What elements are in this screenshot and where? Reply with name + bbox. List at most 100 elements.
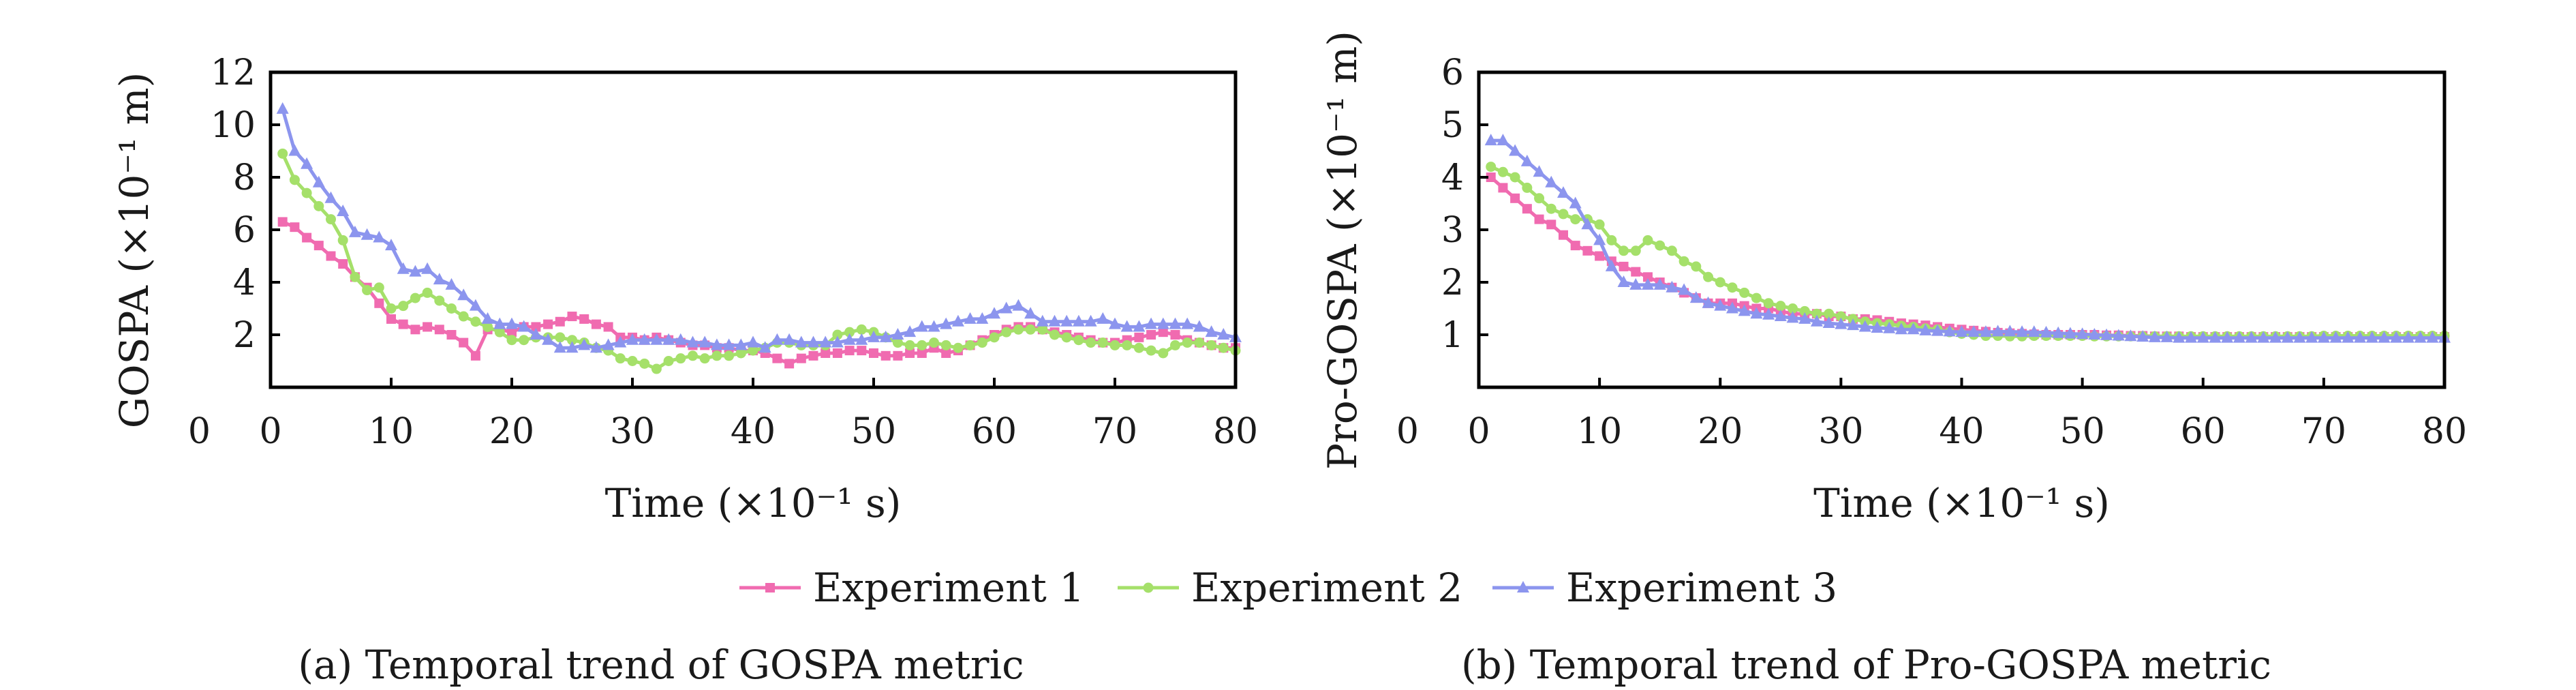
legend-marker-experiment-1 [765, 583, 775, 592]
pro-gospa-x-tick-label: 10 [1577, 411, 1622, 452]
gospa-series-3-point [433, 273, 446, 285]
pro-gospa-y-tick-label: 5 [1441, 105, 1464, 146]
pro-gospa-series-1-point [1510, 193, 1520, 203]
gospa-series-1-point [507, 327, 517, 338]
gospa-series-3-point [1024, 307, 1037, 319]
pro-gospa-series-1-point [1486, 172, 1496, 182]
pro-gospa-x-tick-label: 70 [2301, 411, 2346, 452]
pro-gospa-series-3-point [2173, 331, 2186, 343]
gospa-y-axis-label: GOSPA (×10⁻¹ m) [111, 72, 157, 429]
gospa-series-3-point [940, 317, 953, 329]
pro-gospa-series-3-point [1931, 324, 1944, 336]
gospa-series-3-point [1217, 328, 1230, 340]
gospa-series-2-point [482, 321, 493, 332]
legend: Experiment 1 Experiment 2 Experiment 3 [739, 565, 1837, 611]
gospa-series-2-point [277, 148, 288, 159]
gospa-series-2-point [1133, 342, 1144, 353]
gospa-series-2-point [856, 324, 867, 335]
pro-gospa-series-3-point [1726, 301, 1738, 314]
gospa-series-1-point [1146, 330, 1156, 340]
gospa-series-2-point [1013, 324, 1024, 335]
gospa-series-1-point [459, 338, 469, 348]
pro-gospa-series-3-point [2402, 331, 2414, 343]
legend-marker-experiment-3 [1517, 581, 1529, 592]
legend-marker-experiment-2 [1143, 582, 1154, 593]
gospa-series-3-point [1072, 314, 1085, 327]
gospa-series-2-point [326, 214, 336, 225]
gospa-x-tick-label: 60 [972, 411, 1017, 452]
gospa-series-3-point [964, 312, 977, 324]
pro-gospa-series-3-point [2390, 331, 2403, 343]
pro-gospa-series-2-point [1739, 287, 1750, 298]
gospa-x-tick-label: 50 [851, 411, 896, 452]
gospa-series-3-point [348, 225, 361, 237]
gospa-series-3-point [771, 333, 784, 345]
pro-gospa-series-1-point [1582, 245, 1593, 256]
pro-gospa-series-3-point [1822, 316, 1835, 329]
gospa-series-3-point [337, 205, 350, 217]
pro-gospa-series-2-point [1715, 277, 1726, 288]
gospa-series-2-point [434, 295, 445, 306]
pro-gospa-series-3-point [1907, 322, 1920, 335]
gospa-series-3-point [891, 328, 904, 340]
gospa-x-tick-label: 70 [1092, 411, 1137, 452]
pro-gospa-series-3-point [1605, 259, 1618, 271]
gospa-series-2-point [398, 301, 409, 312]
pro-gospa-x-tick-label: 0 [1467, 411, 1490, 452]
gospa-series-2-point [917, 340, 927, 350]
pro-gospa-series-3-point [2124, 329, 2137, 342]
gospa-series-3-point [1097, 312, 1109, 324]
pro-gospa-series-3-point [2136, 330, 2149, 342]
pro-gospa-series-3-point [1545, 175, 1558, 188]
gospa-series-3-point [1205, 325, 1218, 338]
pro-gospa-series-2-point [1642, 235, 1653, 245]
pro-gospa-series-1-point [1595, 251, 1605, 261]
pro-gospa-series-1-point [1498, 183, 1508, 193]
pro-gospa-series-3-point [2196, 331, 2209, 343]
gospa-series-3-point [686, 335, 699, 348]
gospa-series-3-point [553, 341, 566, 353]
gospa-series-1-point [374, 298, 384, 308]
gospa-series-2-point [1049, 329, 1060, 340]
gospa-series-2-point [494, 327, 505, 338]
pro-gospa-series-3-point [1666, 280, 1678, 292]
pro-gospa-series-3-point [1883, 321, 1896, 333]
gospa-series-1-point [1158, 327, 1168, 338]
gospa-series-2-point [458, 311, 469, 322]
pro-gospa-x-tick-label: 50 [2060, 411, 2105, 452]
gospa-series-2-point [965, 340, 976, 350]
pro-gospa-series-2-point [1678, 256, 1689, 267]
gospa-series-1-point [302, 232, 312, 243]
gospa-series-2-point [313, 200, 324, 211]
gospa-x-ticks: 0 10 20 30 40 50 60 70 80 [259, 378, 1258, 452]
gospa-series-3-point [566, 341, 579, 353]
pro-gospa-series-3-point [1533, 165, 1546, 177]
gospa-series-3-point [1133, 320, 1146, 332]
gospa-y-tick-label: 8 [233, 158, 256, 198]
gospa-series-3-point [699, 335, 711, 348]
pro-gospa-series-2-point [1799, 305, 1810, 316]
pro-gospa-series-2-point [1522, 182, 1533, 193]
gospa-series-2-point [1170, 340, 1180, 350]
pro-gospa-series-1-point [1558, 230, 1568, 240]
pro-gospa-series-3-point [1871, 320, 1884, 333]
gospa-series-3-point [324, 191, 337, 203]
gospa-series-2-point [615, 353, 626, 364]
pro-gospa-series-3-point [1689, 291, 1702, 303]
gospa-series-1-point [844, 346, 855, 356]
gospa-series-3-point [747, 335, 759, 348]
legend-item-experiment-3: Experiment 3 [1492, 565, 1837, 611]
gospa-series-3-point [1000, 301, 1013, 314]
pro-gospa-series-3-point [2269, 331, 2282, 343]
gospa-series-3 [276, 102, 1242, 353]
gospa-series-3-point [589, 341, 602, 353]
gospa-series-3-point [951, 314, 964, 327]
pro-gospa-series-2-point [1775, 301, 1786, 312]
pro-gospa-series-3-point [1967, 325, 1980, 338]
pro-gospa-series-3-point [1653, 278, 1666, 290]
gospa-series-2-point [627, 356, 638, 366]
gospa-series-2-point [1073, 335, 1084, 346]
pro-gospa-series-2-point [1751, 292, 1762, 303]
pro-gospa-series-3-point [2342, 331, 2355, 343]
gospa-series-2-point [844, 327, 855, 338]
